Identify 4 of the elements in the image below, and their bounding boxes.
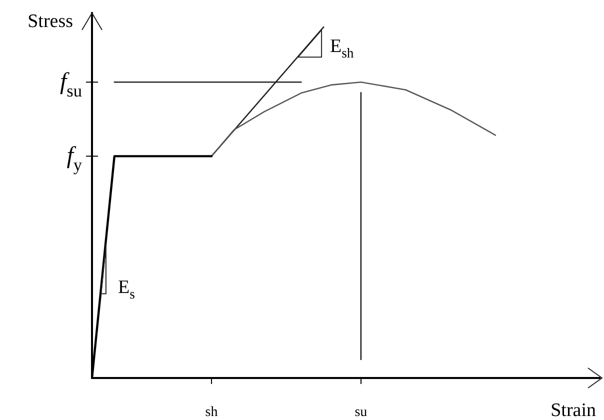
y-axis-title: Stress [28,11,74,32]
x-tick-label: su [354,405,368,420]
x-axis-title: Strain [550,400,596,420]
x-tick-label: sh [205,405,218,420]
